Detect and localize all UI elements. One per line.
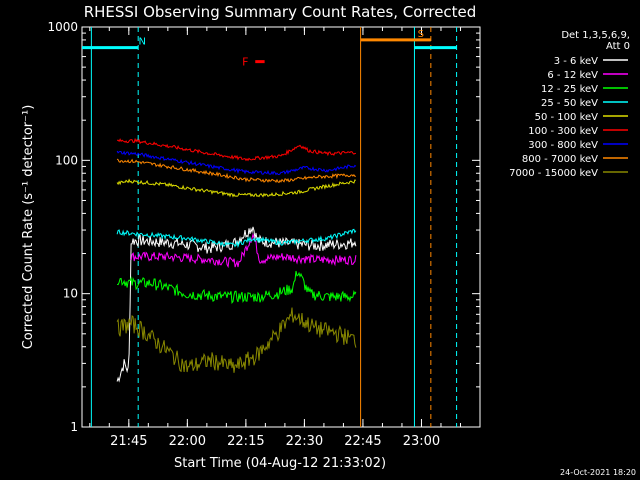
- legend-entry-label: 7000 - 15000 keV: [509, 168, 598, 179]
- orbit-interval-label: S: [418, 29, 424, 40]
- legend-header: Det 1,3,5,6,9,: [561, 30, 630, 41]
- series-layer: [116, 137, 357, 383]
- series-line: [116, 228, 357, 248]
- x-tick-label: 22:45: [344, 434, 381, 449]
- legend-entry-label: 800 - 7000 keV: [522, 154, 598, 165]
- orbit-interval-label: N: [138, 37, 145, 48]
- series-line: [116, 158, 356, 184]
- series-line: [116, 307, 357, 373]
- chart-title: RHESSI Observing Summary Count Rates, Co…: [84, 3, 477, 21]
- series-line: [117, 137, 356, 162]
- axes: 1 10 100 1000 21:45 22:00 22:15 22:30 22:45 23:00: [47, 20, 481, 449]
- flare-marker-label: F: [242, 56, 248, 69]
- legend-entry-label: 3 - 6 keV: [554, 56, 598, 67]
- legend: Det 1,3,5,6,9,Att 0 3 - 6 keV 6 - 12 keV 12…: [509, 30, 630, 179]
- legend-header: Att 0: [606, 41, 630, 52]
- plot-frame: [81, 26, 481, 428]
- series-line: [116, 178, 357, 198]
- x-tick-label: 21:45: [110, 434, 147, 449]
- legend-entry-label: 100 - 300 keV: [528, 126, 598, 137]
- timestamp: 24-Oct-2021 18:20: [560, 468, 636, 477]
- series-line: [116, 150, 357, 176]
- legend-entry-label: 6 - 12 keV: [547, 70, 598, 81]
- x-tick-label: 23:00: [403, 434, 440, 449]
- y-tick-label: 10: [63, 287, 78, 301]
- orbit-markers: N S F: [82, 27, 458, 427]
- x-tick-label: 22:00: [169, 434, 206, 449]
- y-tick-label: 1: [70, 420, 78, 434]
- y-tick-label: 100: [55, 153, 78, 167]
- series-line: [117, 270, 357, 304]
- legend-entry-label: 50 - 100 keV: [535, 112, 599, 123]
- y-tick-label: 1000: [47, 20, 78, 34]
- legend-entry-label: 300 - 800 keV: [528, 140, 598, 151]
- legend-entry-label: 25 - 50 keV: [541, 98, 598, 109]
- x-axis-label: Start Time (04-Aug-12 21:33:02): [174, 456, 386, 471]
- x-tick-label: 22:30: [286, 434, 323, 449]
- series-line: [130, 232, 357, 269]
- y-axis-label: Corrected Count Rate (s⁻¹ detector⁻¹): [21, 105, 36, 350]
- series-line: [116, 226, 357, 383]
- x-tick-label: 22:15: [227, 434, 264, 449]
- legend-entry-label: 12 - 25 keV: [541, 84, 598, 95]
